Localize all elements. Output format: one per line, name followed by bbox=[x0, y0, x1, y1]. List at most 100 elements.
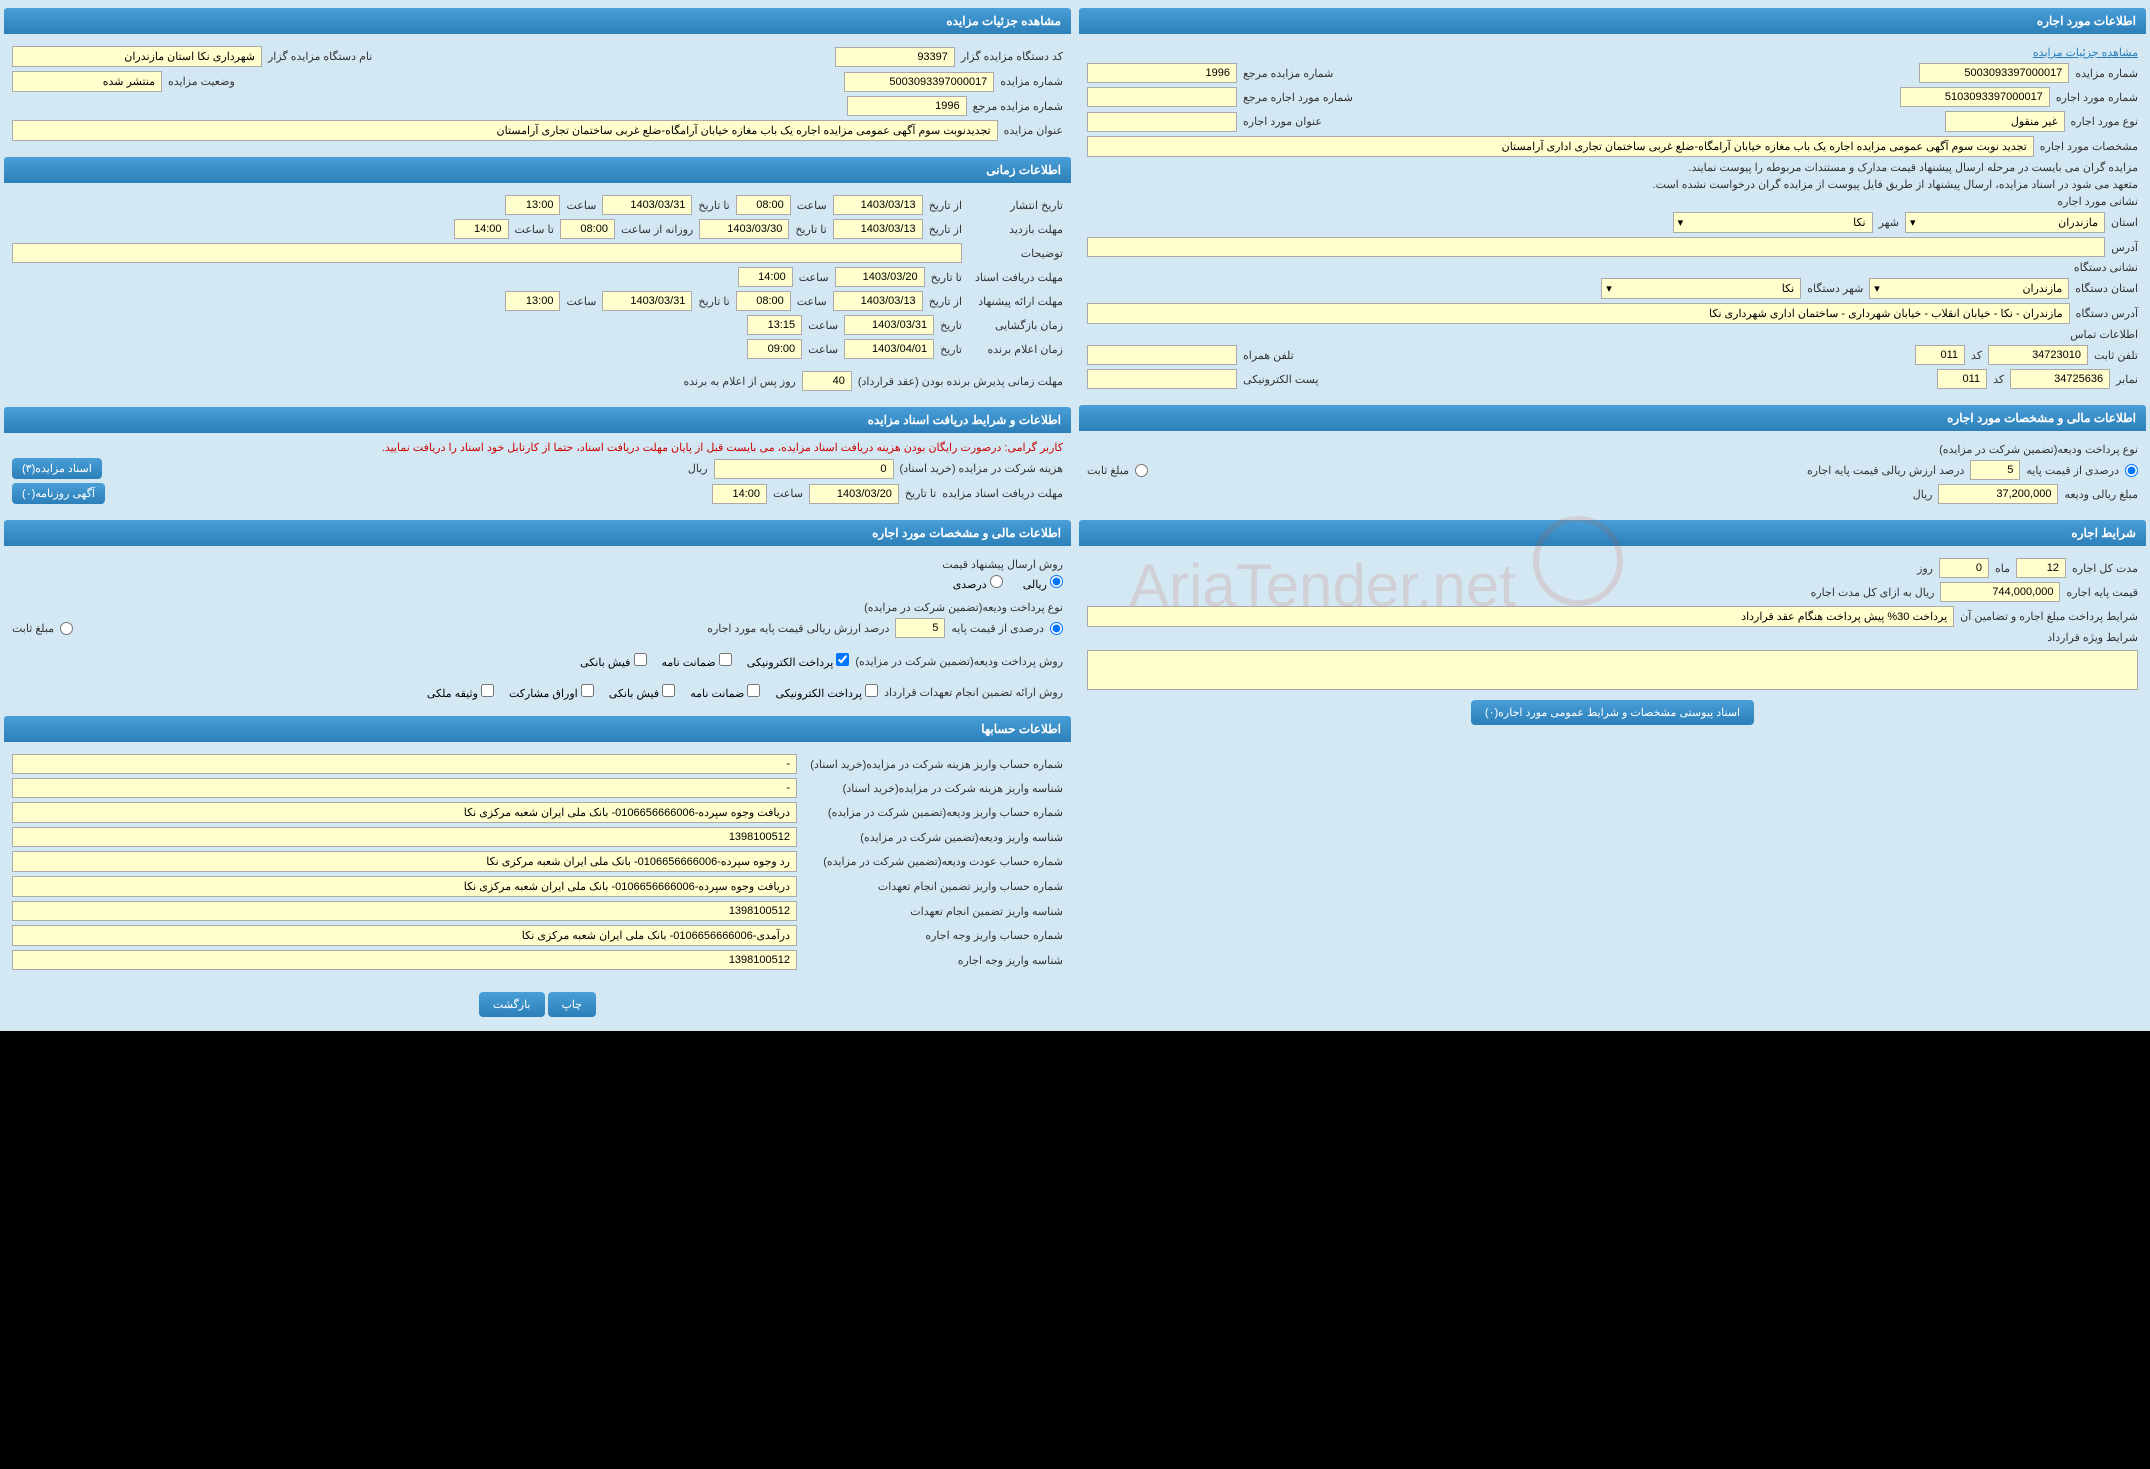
city-dropdown[interactable]: نکا bbox=[1673, 212, 1873, 233]
publish-to-hour: 13:00 bbox=[505, 195, 560, 215]
back-button[interactable]: بازگشت bbox=[479, 992, 545, 1017]
fixed-radio-l[interactable] bbox=[1135, 464, 1148, 477]
email-label: پست الکترونیکی bbox=[1243, 373, 1319, 386]
auction-title-value-r: تجدیدنوبت سوم آگهی عمومی مزایده اجاره یک… bbox=[12, 120, 998, 141]
account5-label: شماره حساب واریز وجه اجاره bbox=[803, 929, 1063, 942]
fixed-radio-r[interactable] bbox=[60, 622, 73, 635]
doc-to-date: 1403/03/20 bbox=[835, 267, 925, 287]
months-value: 12 bbox=[2016, 558, 2066, 578]
id2-value: 1398100512 bbox=[12, 827, 797, 847]
rental-ref-label: شماره مورد اجاره مرجع bbox=[1243, 91, 1353, 104]
publish-from-label: از تاریخ bbox=[929, 199, 962, 212]
view-details-link[interactable]: مشاهده جزئیات مزایده bbox=[2033, 46, 2138, 59]
payment-terms-value: پرداخت 30% پیش پرداخت هنگام عقد قرارداد bbox=[1087, 606, 1954, 627]
visit-to-hour: 14:00 bbox=[454, 219, 509, 239]
rental-type-label: نوع مورد اجاره bbox=[2071, 115, 2139, 128]
notes-label: توضیحات bbox=[968, 247, 1063, 260]
deposit-type-label-r: نوع پرداخت ودیعه(تضمین شرکت در مزایده) bbox=[864, 601, 1063, 614]
phone-label: تلفن ثابت bbox=[2094, 349, 2138, 362]
percent-radio-l[interactable] bbox=[2125, 464, 2138, 477]
id4-value: 1398100512 bbox=[12, 901, 797, 921]
doc-hour2: 14:00 bbox=[712, 484, 767, 504]
electronic-pay-check2[interactable]: پرداخت الکترونیکی bbox=[775, 684, 878, 700]
agency-address-value: مازندران - نکا - خیابان انقلاب - خیابان … bbox=[1087, 303, 2070, 324]
percent-base-label-r: درصدی از قیمت پایه bbox=[951, 622, 1044, 635]
percent-value-l: 5 bbox=[1970, 460, 2020, 480]
id1-value: - bbox=[12, 778, 797, 798]
visit-from-hour: 08:00 bbox=[560, 219, 615, 239]
special-terms-value[interactable] bbox=[1087, 650, 2138, 690]
payment-terms-label: شرایط پرداخت مبلغ اجاره و تضامین آن bbox=[1960, 610, 2138, 623]
rial-radio-label[interactable]: ریالی bbox=[1023, 575, 1063, 591]
winner-label: زمان اعلام برنده bbox=[968, 343, 1063, 356]
days-value: 0 bbox=[1939, 558, 1989, 578]
rental-item-value: 5103093397000017 bbox=[1900, 87, 2050, 107]
attachments-button[interactable]: اسناد پیوستی مشخصات و شرایط عمومی مورد ا… bbox=[1471, 700, 1754, 725]
property-check[interactable]: وثیقه ملکی bbox=[427, 684, 494, 700]
guarantee-check[interactable]: ضمانت نامه bbox=[662, 653, 732, 669]
percent-radio-label[interactable]: درصدی bbox=[953, 575, 1003, 591]
account1-label: شماره حساب واریز هزینه شرکت در مزایده(خر… bbox=[803, 758, 1063, 771]
agency-city-dropdown[interactable]: نکا bbox=[1601, 278, 1801, 299]
doc-to-label: تا تاریخ bbox=[931, 271, 962, 284]
deposit-amount-value: 37,200,000 bbox=[1938, 484, 2058, 504]
section-rental-conditions-header: شرایط اجاره bbox=[1079, 520, 2146, 546]
guarantee-check2[interactable]: ضمانت نامه bbox=[690, 684, 760, 700]
doc-warning: کاربر گرامی: درصورت رایگان بودن هزینه در… bbox=[12, 441, 1063, 454]
opening-hour: 13:15 bbox=[747, 315, 802, 335]
addr-label: آدرس bbox=[2111, 241, 2138, 254]
doc-to-label2: تا تاریخ bbox=[905, 487, 936, 500]
days-label: روز bbox=[1917, 562, 1933, 575]
fax-label: نمابر bbox=[2116, 373, 2138, 386]
section-time-info-header: اطلاعات زمانی bbox=[4, 157, 1071, 183]
auction-docs-button[interactable]: اسناد مزایده(۳) bbox=[12, 458, 102, 479]
province-dropdown[interactable]: مازندران bbox=[1905, 212, 2105, 233]
bonds-check[interactable]: اوراق مشارکت bbox=[509, 684, 594, 700]
section-rental-info-header: اطلاعات مورد اجاره bbox=[1079, 8, 2146, 34]
account5-value: درآمدی-0106656666006- بانک ملی ایران شعب… bbox=[12, 925, 797, 946]
addr-value[interactable] bbox=[1087, 237, 2105, 257]
agency-city-label: شهر دستگاه bbox=[1807, 282, 1863, 295]
fee-label: هزینه شرکت در مزایده (خرید اسناد) bbox=[900, 462, 1063, 475]
offer-to-hour: 13:00 bbox=[505, 291, 560, 311]
rental-title-label: عنوان مورد اجاره bbox=[1243, 115, 1322, 128]
percent-base-radio-r[interactable] bbox=[1050, 622, 1063, 635]
electronic-pay-check[interactable]: پرداخت الکترونیکی bbox=[747, 653, 850, 669]
doc-date2: 1403/03/20 bbox=[809, 484, 899, 504]
acceptance-suffix: روز پس از اعلام به برنده bbox=[683, 375, 795, 388]
publish-from-date: 1403/03/13 bbox=[833, 195, 923, 215]
id4-label: شناسه واریز تضمین انجام تعهدات bbox=[803, 905, 1063, 918]
section-doc-conditions-header: اطلاعات و شرایط دریافت اسناد مزایده bbox=[4, 407, 1071, 433]
agency-name-label: نام دستگاه مزایده گزار bbox=[268, 50, 372, 63]
section-accounts-header: اطلاعات حسابها bbox=[4, 716, 1071, 742]
visit-daily-label: روزانه از ساعت bbox=[621, 223, 693, 236]
phone-code-label: کد bbox=[1971, 349, 1982, 362]
visit-to-hour-label: تا ساعت bbox=[515, 223, 554, 236]
visit-from-label: از تاریخ bbox=[929, 223, 962, 236]
specs-label: مشخصات مورد اجاره bbox=[2040, 140, 2138, 153]
doc-deadline-label2: مهلت دریافت اسناد مزایده bbox=[942, 487, 1063, 500]
fee-unit: ریال bbox=[688, 462, 708, 475]
print-button[interactable]: چاپ bbox=[548, 992, 597, 1017]
visit-to-date: 1403/03/30 bbox=[699, 219, 789, 239]
rental-ref-value bbox=[1087, 87, 1237, 107]
account3-label: شماره حساب عودت ودیعه(تضمین شرکت در مزای… bbox=[803, 855, 1063, 868]
agency-code-label: کد دستگاه مزایده گزار bbox=[961, 50, 1063, 63]
publish-label: تاریخ انتشار bbox=[968, 199, 1063, 212]
opening-date: 1403/03/31 bbox=[844, 315, 934, 335]
id5-label: شناسه واریز وجه اجاره bbox=[803, 954, 1063, 967]
bank-receipt-check[interactable]: فیش بانکی bbox=[580, 653, 646, 669]
doc-hour-label: ساعت bbox=[799, 271, 829, 284]
account2-value: دریافت وجوه سپرده-0106656666006- بانک مل… bbox=[12, 802, 797, 823]
doc-hour-label2: ساعت bbox=[773, 487, 803, 500]
percent-radio[interactable] bbox=[990, 575, 1003, 588]
id1-label: شناسه واریز هزینه شرکت در مزایده(خرید اس… bbox=[803, 782, 1063, 795]
opening-hour-label: ساعت bbox=[808, 319, 838, 332]
rial-radio[interactable] bbox=[1050, 575, 1063, 588]
base-price-label: قیمت پایه اجاره bbox=[2066, 586, 2138, 599]
newspaper-button[interactable]: آگهی روزنامه(۰) bbox=[12, 483, 105, 504]
offer-to-date: 1403/03/31 bbox=[602, 291, 692, 311]
bank-receipt-check2[interactable]: فیش بانکی bbox=[609, 684, 675, 700]
opening-label: زمان بازگشایی bbox=[968, 319, 1063, 332]
agency-province-dropdown[interactable]: مازندران bbox=[1869, 278, 2069, 299]
